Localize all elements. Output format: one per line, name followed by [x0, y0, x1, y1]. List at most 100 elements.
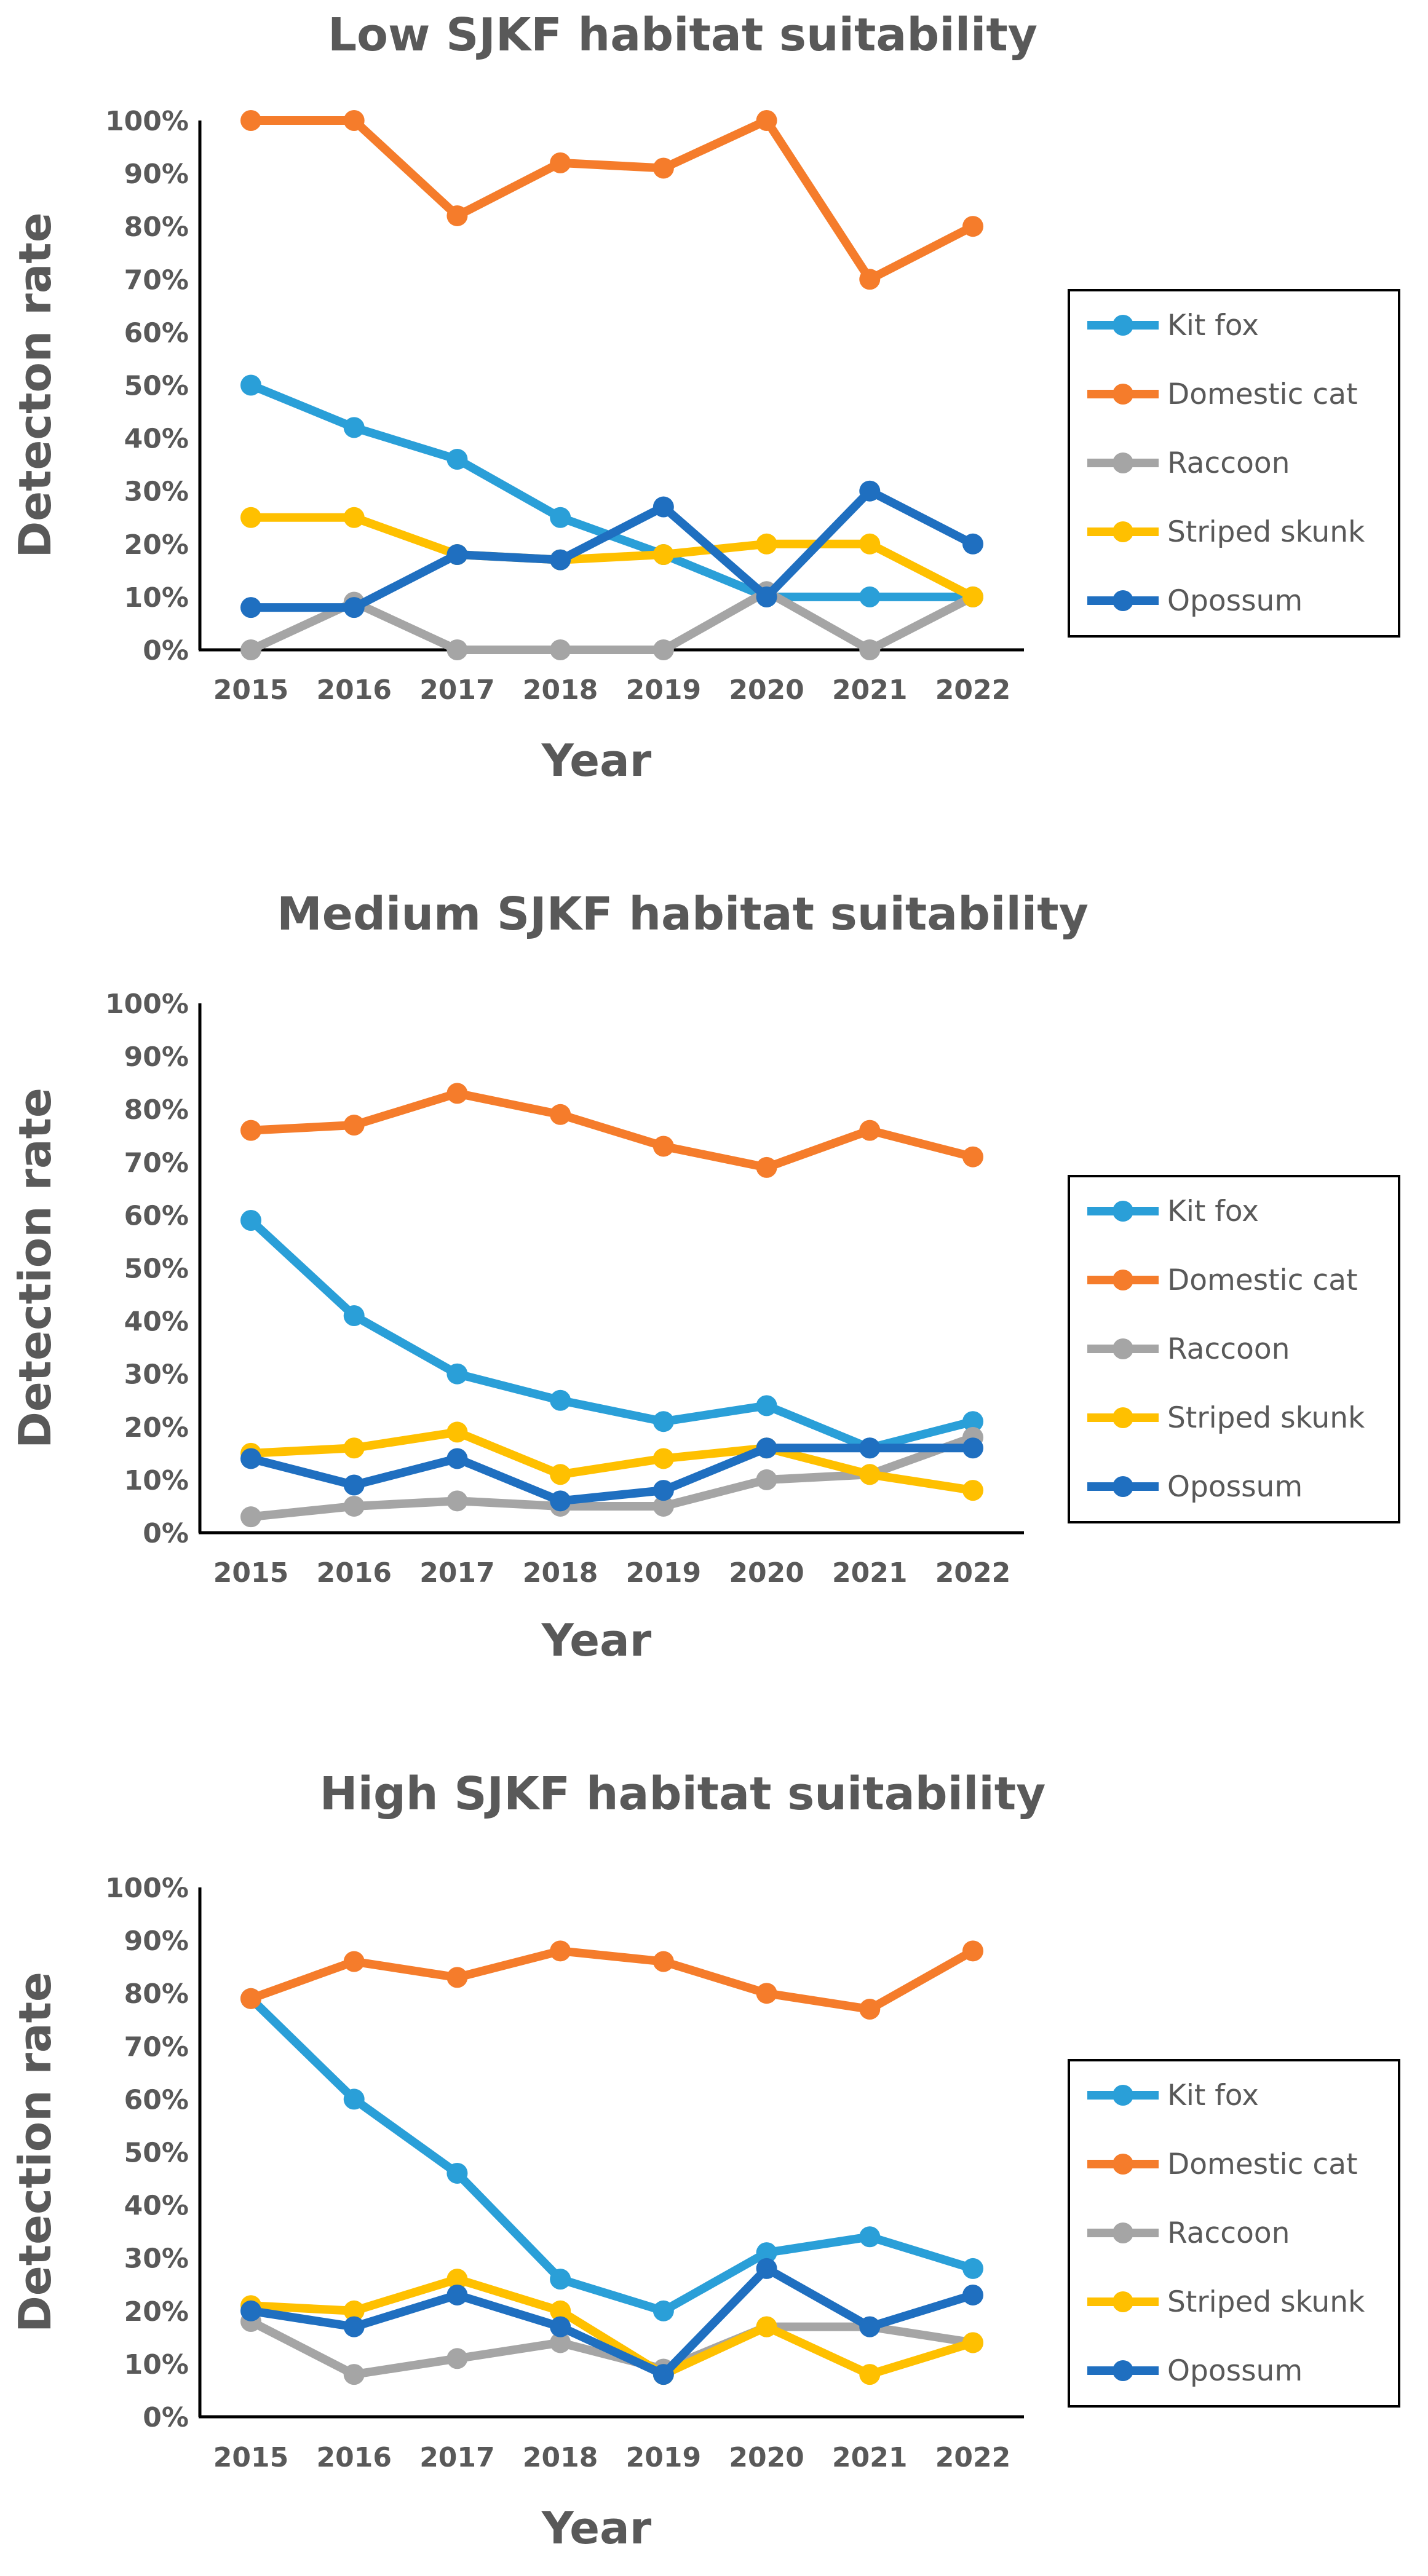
- data-point-striped-skunk: [653, 1448, 674, 1469]
- data-point-raccoon: [446, 2348, 468, 2369]
- y-tick-label: 70%: [124, 2031, 189, 2063]
- data-point-domestic-cat: [240, 110, 261, 131]
- x-tick-label: 2015: [213, 2442, 288, 2473]
- data-point-kit-fox: [859, 586, 881, 607]
- x-axis-label: Year: [541, 2502, 652, 2554]
- x-tick-label: 2022: [935, 674, 1010, 706]
- data-point-domestic-cat: [653, 1951, 674, 1972]
- series-line-raccoon: [247, 2317, 977, 2379]
- data-point-domestic-cat: [653, 157, 674, 179]
- data-point-kit-fox: [343, 2088, 365, 2110]
- data-point-raccoon: [653, 639, 674, 660]
- data-point-raccoon: [550, 639, 571, 660]
- y-tick-label: 60%: [124, 1200, 189, 1231]
- data-point-domestic-cat: [343, 1115, 365, 1136]
- x-tick-label: 2020: [729, 1557, 804, 1589]
- data-point-striped-skunk: [343, 507, 365, 528]
- series-line-raccoon: [247, 1433, 977, 1522]
- data-point-kit-fox: [756, 2242, 777, 2264]
- data-point-opossum: [343, 597, 365, 618]
- data-point-domestic-cat: [343, 1951, 365, 1972]
- data-point-opossum: [653, 1480, 674, 1501]
- y-tick-label: 40%: [124, 424, 189, 455]
- series-opossum: [240, 480, 983, 618]
- x-tick-label: 2021: [832, 1557, 907, 1589]
- series-line-domestic-cat: [247, 1946, 977, 2014]
- data-point-domestic-cat: [550, 1104, 571, 1125]
- data-point-kit-fox: [653, 1411, 674, 1432]
- legend-label-striped-skunk: Striped skunk: [1167, 2285, 1365, 2319]
- chart-title: Low SJKF habitat suitability: [328, 9, 1037, 61]
- y-tick-label: 70%: [124, 1147, 189, 1179]
- legend-marker-kit-fox: [1113, 315, 1133, 336]
- series-line-domestic-cat: [247, 1089, 977, 1172]
- y-tick-label: 100%: [105, 1873, 189, 1904]
- data-point-opossum: [653, 2364, 674, 2385]
- data-point-domestic-cat: [756, 1156, 777, 1178]
- data-point-striped-skunk: [446, 1421, 468, 1443]
- legend-label-opossum: Opossum: [1167, 2354, 1303, 2388]
- data-point-domestic-cat: [343, 110, 365, 131]
- chart-title: Medium SJKF habitat suitability: [277, 888, 1089, 941]
- legend-marker-opossum: [1113, 2360, 1133, 2381]
- series-line-striped-skunk: [247, 2275, 977, 2379]
- data-point-kit-fox: [962, 1411, 983, 1432]
- y-tick-label: 10%: [124, 2349, 189, 2380]
- legend-label-domestic-cat: Domestic cat: [1167, 377, 1357, 411]
- data-point-kit-fox: [240, 1210, 261, 1231]
- data-point-raccoon: [343, 2364, 365, 2385]
- y-tick-label: 60%: [124, 317, 189, 349]
- data-point-raccoon: [240, 1506, 261, 1528]
- legend-marker-raccoon: [1113, 2222, 1133, 2243]
- series-line-kit-fox: [247, 1994, 977, 2315]
- data-point-striped-skunk: [653, 544, 674, 566]
- x-tick-label: 2020: [729, 2442, 804, 2473]
- data-point-opossum: [550, 549, 571, 571]
- data-point-opossum: [756, 2258, 777, 2279]
- data-point-kit-fox: [653, 2300, 674, 2321]
- y-tick-label: 30%: [124, 2243, 189, 2275]
- y-tick-label: 50%: [124, 371, 189, 402]
- data-point-raccoon: [550, 2332, 571, 2353]
- legend-marker-opossum: [1113, 590, 1133, 611]
- data-point-opossum: [550, 1490, 571, 1512]
- y-tick-label: 70%: [124, 264, 189, 296]
- y-tick-label: 0%: [143, 2402, 189, 2433]
- legend-marker-opossum: [1113, 1476, 1133, 1497]
- data-point-striped-skunk: [550, 2300, 571, 2321]
- y-tick-label: 0%: [143, 1518, 189, 1549]
- data-point-opossum: [550, 2316, 571, 2337]
- y-tick-label: 80%: [124, 1978, 189, 2010]
- data-point-opossum: [240, 1448, 261, 1469]
- y-axis-label: Detection rate: [9, 1972, 61, 2333]
- data-point-raccoon: [343, 1495, 365, 1517]
- y-tick-label: 80%: [124, 211, 189, 243]
- y-tick-label: 20%: [124, 529, 189, 561]
- data-point-opossum: [240, 597, 261, 618]
- legend-label-kit-fox: Kit fox: [1167, 1195, 1259, 1228]
- data-point-kit-fox: [240, 374, 261, 396]
- series-striped-skunk: [240, 2269, 983, 2385]
- data-point-opossum: [962, 1437, 983, 1459]
- data-point-domestic-cat: [240, 1120, 261, 1141]
- data-point-kit-fox: [446, 2162, 468, 2184]
- x-tick-label: 2015: [213, 1557, 288, 1589]
- y-tick-label: 30%: [124, 476, 189, 508]
- legend: Kit fox Domestic cat Raccoon Striped skunk O…: [1068, 1175, 1400, 1523]
- data-point-kit-fox: [962, 2258, 983, 2279]
- y-tick-label: 10%: [124, 582, 189, 614]
- data-point-kit-fox: [550, 2269, 571, 2290]
- x-tick-label: 2021: [832, 2442, 907, 2473]
- data-point-raccoon: [756, 1469, 777, 1490]
- x-tick-label: 2019: [626, 674, 701, 706]
- data-point-kit-fox: [550, 1389, 571, 1411]
- legend-marker-kit-fox: [1113, 1201, 1133, 1222]
- data-point-domestic-cat: [859, 269, 881, 290]
- x-tick-label: 2017: [419, 2442, 494, 2473]
- data-point-striped-skunk: [343, 2300, 365, 2321]
- series-line-opossum: [247, 486, 977, 612]
- x-axis-label: Year: [541, 1614, 652, 1666]
- data-point-striped-skunk: [756, 2316, 777, 2337]
- data-point-striped-skunk: [240, 507, 261, 528]
